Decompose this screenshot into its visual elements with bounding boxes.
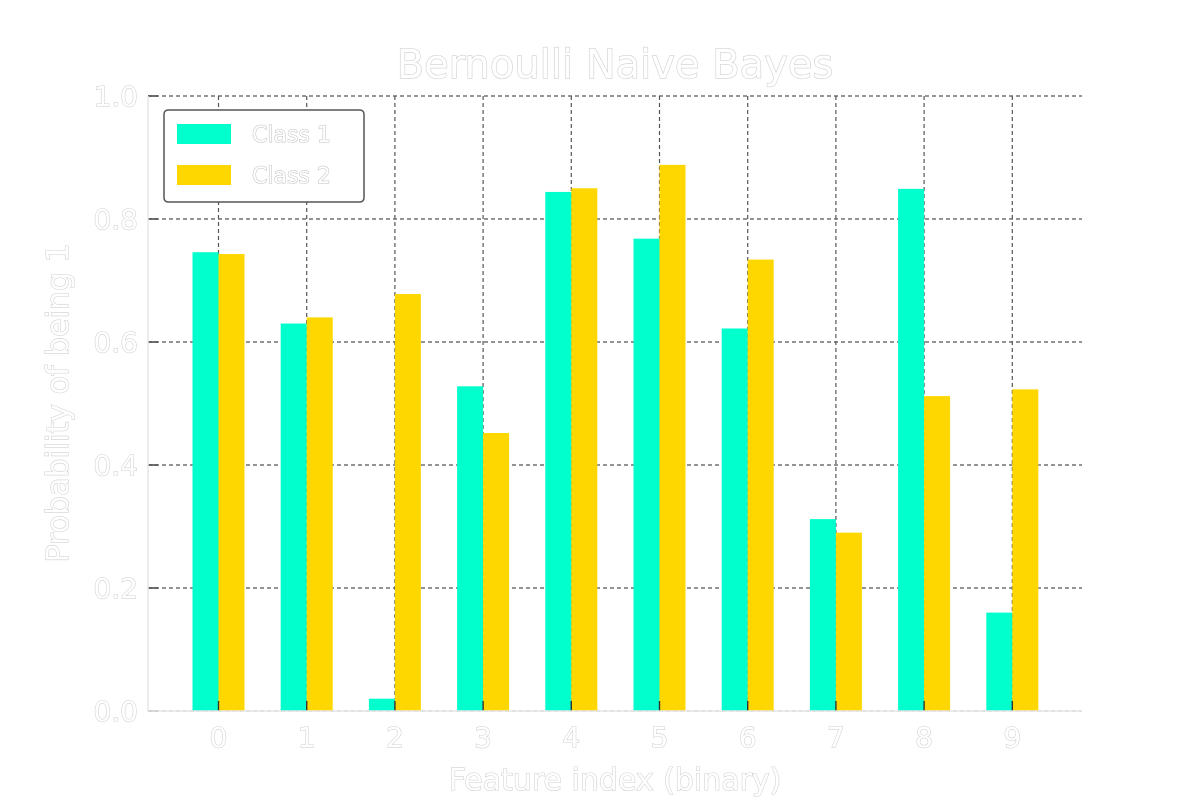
bar-class-2-feature-7 <box>835 532 862 711</box>
legend-swatch-class-2 <box>177 165 231 185</box>
bars <box>192 164 1039 712</box>
y-tick-label: 0.4 <box>93 449 138 482</box>
x-tick-label: 3 <box>474 721 492 754</box>
bar-class-2-feature-1 <box>306 317 333 711</box>
bar-class-1-feature-4 <box>545 191 572 711</box>
bar-class-1-feature-6 <box>721 328 748 711</box>
y-axis-label: Probability of being 1 <box>41 243 76 562</box>
bar-class-2-feature-6 <box>747 259 774 711</box>
y-tick-label: 0.6 <box>93 326 138 359</box>
legend-label-class-2: Class 2 <box>252 164 331 189</box>
legend-label-class-1: Class 1 <box>252 123 331 148</box>
x-tick-label: 4 <box>562 721 580 754</box>
x-tick-label: 0 <box>210 721 228 754</box>
y-tick-label: 1.0 <box>93 80 138 113</box>
x-tick-label: 8 <box>915 721 933 754</box>
axes <box>147 95 1082 712</box>
bar-class-2-feature-3 <box>483 433 510 711</box>
bar-class-1-feature-0 <box>192 252 219 711</box>
bar-class-2-feature-8 <box>924 396 951 711</box>
x-tick-label: 9 <box>1003 721 1021 754</box>
x-tick-label: 6 <box>739 721 757 754</box>
bar-class-2-feature-9 <box>1012 389 1039 711</box>
x-tick-label: 5 <box>651 721 669 754</box>
bar-class-2-feature-2 <box>394 294 421 711</box>
x-tick-label: 1 <box>298 721 316 754</box>
y-tick-label: 0.8 <box>93 203 138 236</box>
y-tick-label: 0.2 <box>93 572 138 605</box>
tick-labels: 0.0 0.2 0.4 0.6 0.8 1.0 0 1 2 3 4 5 6 7 8 9 <box>93 79 1022 754</box>
bar-class-1-feature-3 <box>457 386 484 711</box>
chart-title: Bernoulli Naive Bayes <box>397 42 834 88</box>
bar-class-2-feature-4 <box>571 188 598 711</box>
y-tick-label: 0.0 <box>93 695 138 728</box>
x-axis-label: Feature index (binary) <box>449 763 782 798</box>
x-tick-label: 7 <box>827 721 845 754</box>
bar-class-1-feature-5 <box>633 238 660 711</box>
bar-class-1-feature-9 <box>986 612 1013 711</box>
bar-class-1-feature-1 <box>280 323 307 711</box>
legend: Class 1 Class 2 <box>163 109 365 203</box>
bar-class-2-feature-5 <box>659 164 686 711</box>
bar-class-1-feature-2 <box>368 698 395 711</box>
bar-class-1-feature-7 <box>809 519 836 711</box>
legend-swatch-class-1 <box>177 124 231 144</box>
bar-class-1-feature-8 <box>898 188 925 712</box>
x-tick-label: 2 <box>386 721 404 754</box>
bar-class-2-feature-0 <box>218 254 245 711</box>
